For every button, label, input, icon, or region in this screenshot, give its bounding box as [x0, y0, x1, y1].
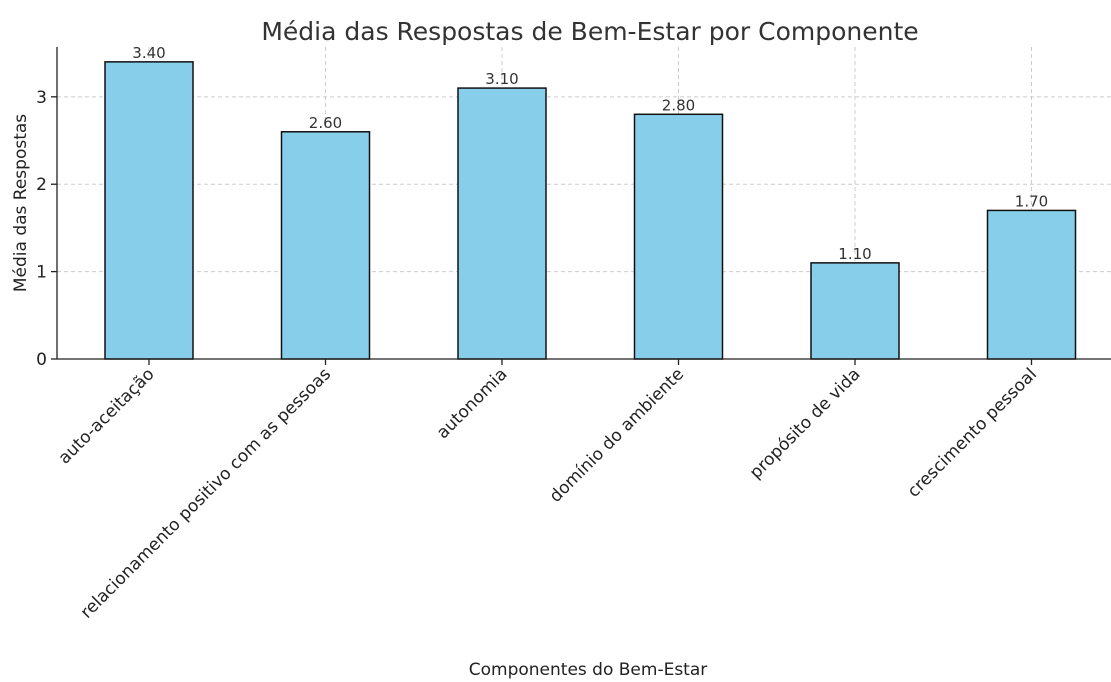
data-label: 2.80 — [662, 96, 695, 114]
data-label: 3.40 — [132, 44, 165, 62]
y-tick-label: 1 — [36, 263, 47, 283]
grid-lines — [57, 47, 1111, 359]
y-tick-label: 2 — [36, 175, 47, 195]
y-tick-label: 3 — [36, 88, 47, 108]
chart-title: Média das Respostas de Bem-Estar por Com… — [261, 17, 918, 46]
y-tick-label: 0 — [36, 350, 47, 370]
x-tick-label: domínio do ambiente — [546, 364, 688, 506]
x-tick-label: crescimento pessoal — [904, 364, 1041, 501]
bar — [810, 262, 900, 360]
data-label: 2.60 — [309, 114, 342, 132]
x-tick-label: auto-aceitação — [55, 364, 159, 468]
bar — [986, 209, 1077, 360]
data-label: 3.10 — [485, 70, 518, 88]
bars — [104, 61, 1077, 360]
y-axis-title: Média das Respostas — [11, 114, 31, 292]
bar — [104, 61, 194, 360]
bar — [457, 87, 547, 360]
x-axis-title: Componentes do Bem-Estar — [469, 660, 708, 680]
bar — [280, 131, 371, 360]
axes — [51, 47, 1111, 365]
x-tick-label: autonomia — [433, 364, 512, 443]
bar — [633, 113, 724, 360]
x-tick-label: propósito de vida — [746, 364, 865, 483]
data-label: 1.70 — [1015, 192, 1048, 210]
data-label: 1.10 — [838, 245, 871, 263]
